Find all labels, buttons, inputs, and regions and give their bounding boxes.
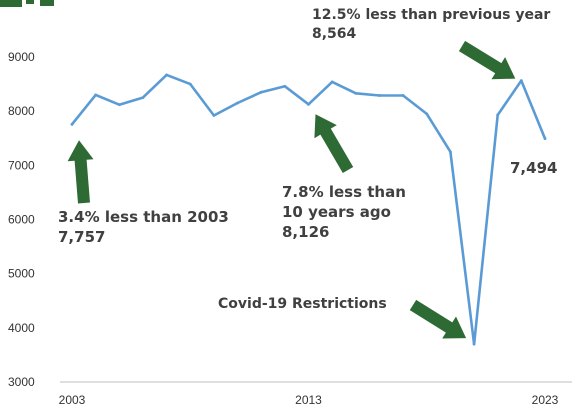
annotation-2013-line-3: 8,126 <box>282 223 329 241</box>
data-point <box>378 94 381 97</box>
data-point <box>401 94 405 97</box>
annotation-2023: 7,494 <box>510 159 557 177</box>
data-point <box>519 79 523 83</box>
y-tick-label: 3000 <box>8 375 35 389</box>
annotation-2003: 3.4% less than 2003 7,757 <box>58 208 229 246</box>
y-axis-tick-labels: 3000 4000 5000 6000 7000 8000 9000 <box>8 50 35 389</box>
annotation-2003-line-2: 7,757 <box>58 228 105 246</box>
data-point <box>543 137 547 140</box>
arrow-2003 <box>67 140 94 204</box>
annotation-2023-value: 7,494 <box>510 159 557 177</box>
y-tick-label: 4000 <box>8 321 35 335</box>
annotation-2013-line-2: 10 years ago <box>282 203 391 221</box>
title-decoration <box>0 0 54 7</box>
y-tick-label: 9000 <box>8 50 35 64</box>
annotation-2022-line-1: 12.5% less than previous year <box>312 7 550 23</box>
annotation-covid: Covid-19 Restrictions <box>218 296 387 312</box>
annotation-2013-line-1: 7.8% less than <box>282 183 406 201</box>
arrow-covid <box>409 299 467 339</box>
arrow-2022 <box>458 40 516 80</box>
data-point <box>236 101 239 105</box>
x-axis-tick-labels: 2003 2013 2023 <box>59 393 559 407</box>
y-tick-label: 7000 <box>8 158 35 172</box>
data-point <box>188 82 192 86</box>
annotation-2022-line-2: 8,564 <box>312 26 357 42</box>
data-point <box>94 93 98 97</box>
data-point <box>165 73 169 77</box>
y-tick-label: 5000 <box>8 267 35 281</box>
annotation-arrows <box>67 40 516 339</box>
y-tick-label: 6000 <box>8 213 35 227</box>
data-point <box>117 103 121 107</box>
data-point <box>425 112 429 116</box>
x-tick-label: 2013 <box>295 393 322 407</box>
data-point <box>449 150 452 154</box>
data-point <box>283 84 287 88</box>
y-tick-label: 8000 <box>8 104 35 118</box>
arrow-2013 <box>314 114 354 173</box>
data-point <box>354 91 358 95</box>
annotation-2003-line-1: 3.4% less than 2003 <box>58 208 229 226</box>
data-point <box>259 90 263 94</box>
data-point <box>330 80 334 84</box>
data-point <box>307 102 310 106</box>
data-point <box>212 114 216 117</box>
data-point <box>141 96 145 100</box>
data-point <box>496 113 500 117</box>
series-points <box>70 73 547 346</box>
data-point <box>70 122 74 126</box>
annotation-2022: 12.5% less than previous year 8,564 <box>312 7 550 42</box>
x-tick-label: 2003 <box>59 393 86 407</box>
data-point <box>472 342 476 346</box>
annotation-2013: 7.8% less than 10 years ago 8,126 <box>282 183 406 241</box>
annotation-covid-label: Covid-19 Restrictions <box>218 296 387 312</box>
x-tick-label: 2023 <box>532 393 559 407</box>
